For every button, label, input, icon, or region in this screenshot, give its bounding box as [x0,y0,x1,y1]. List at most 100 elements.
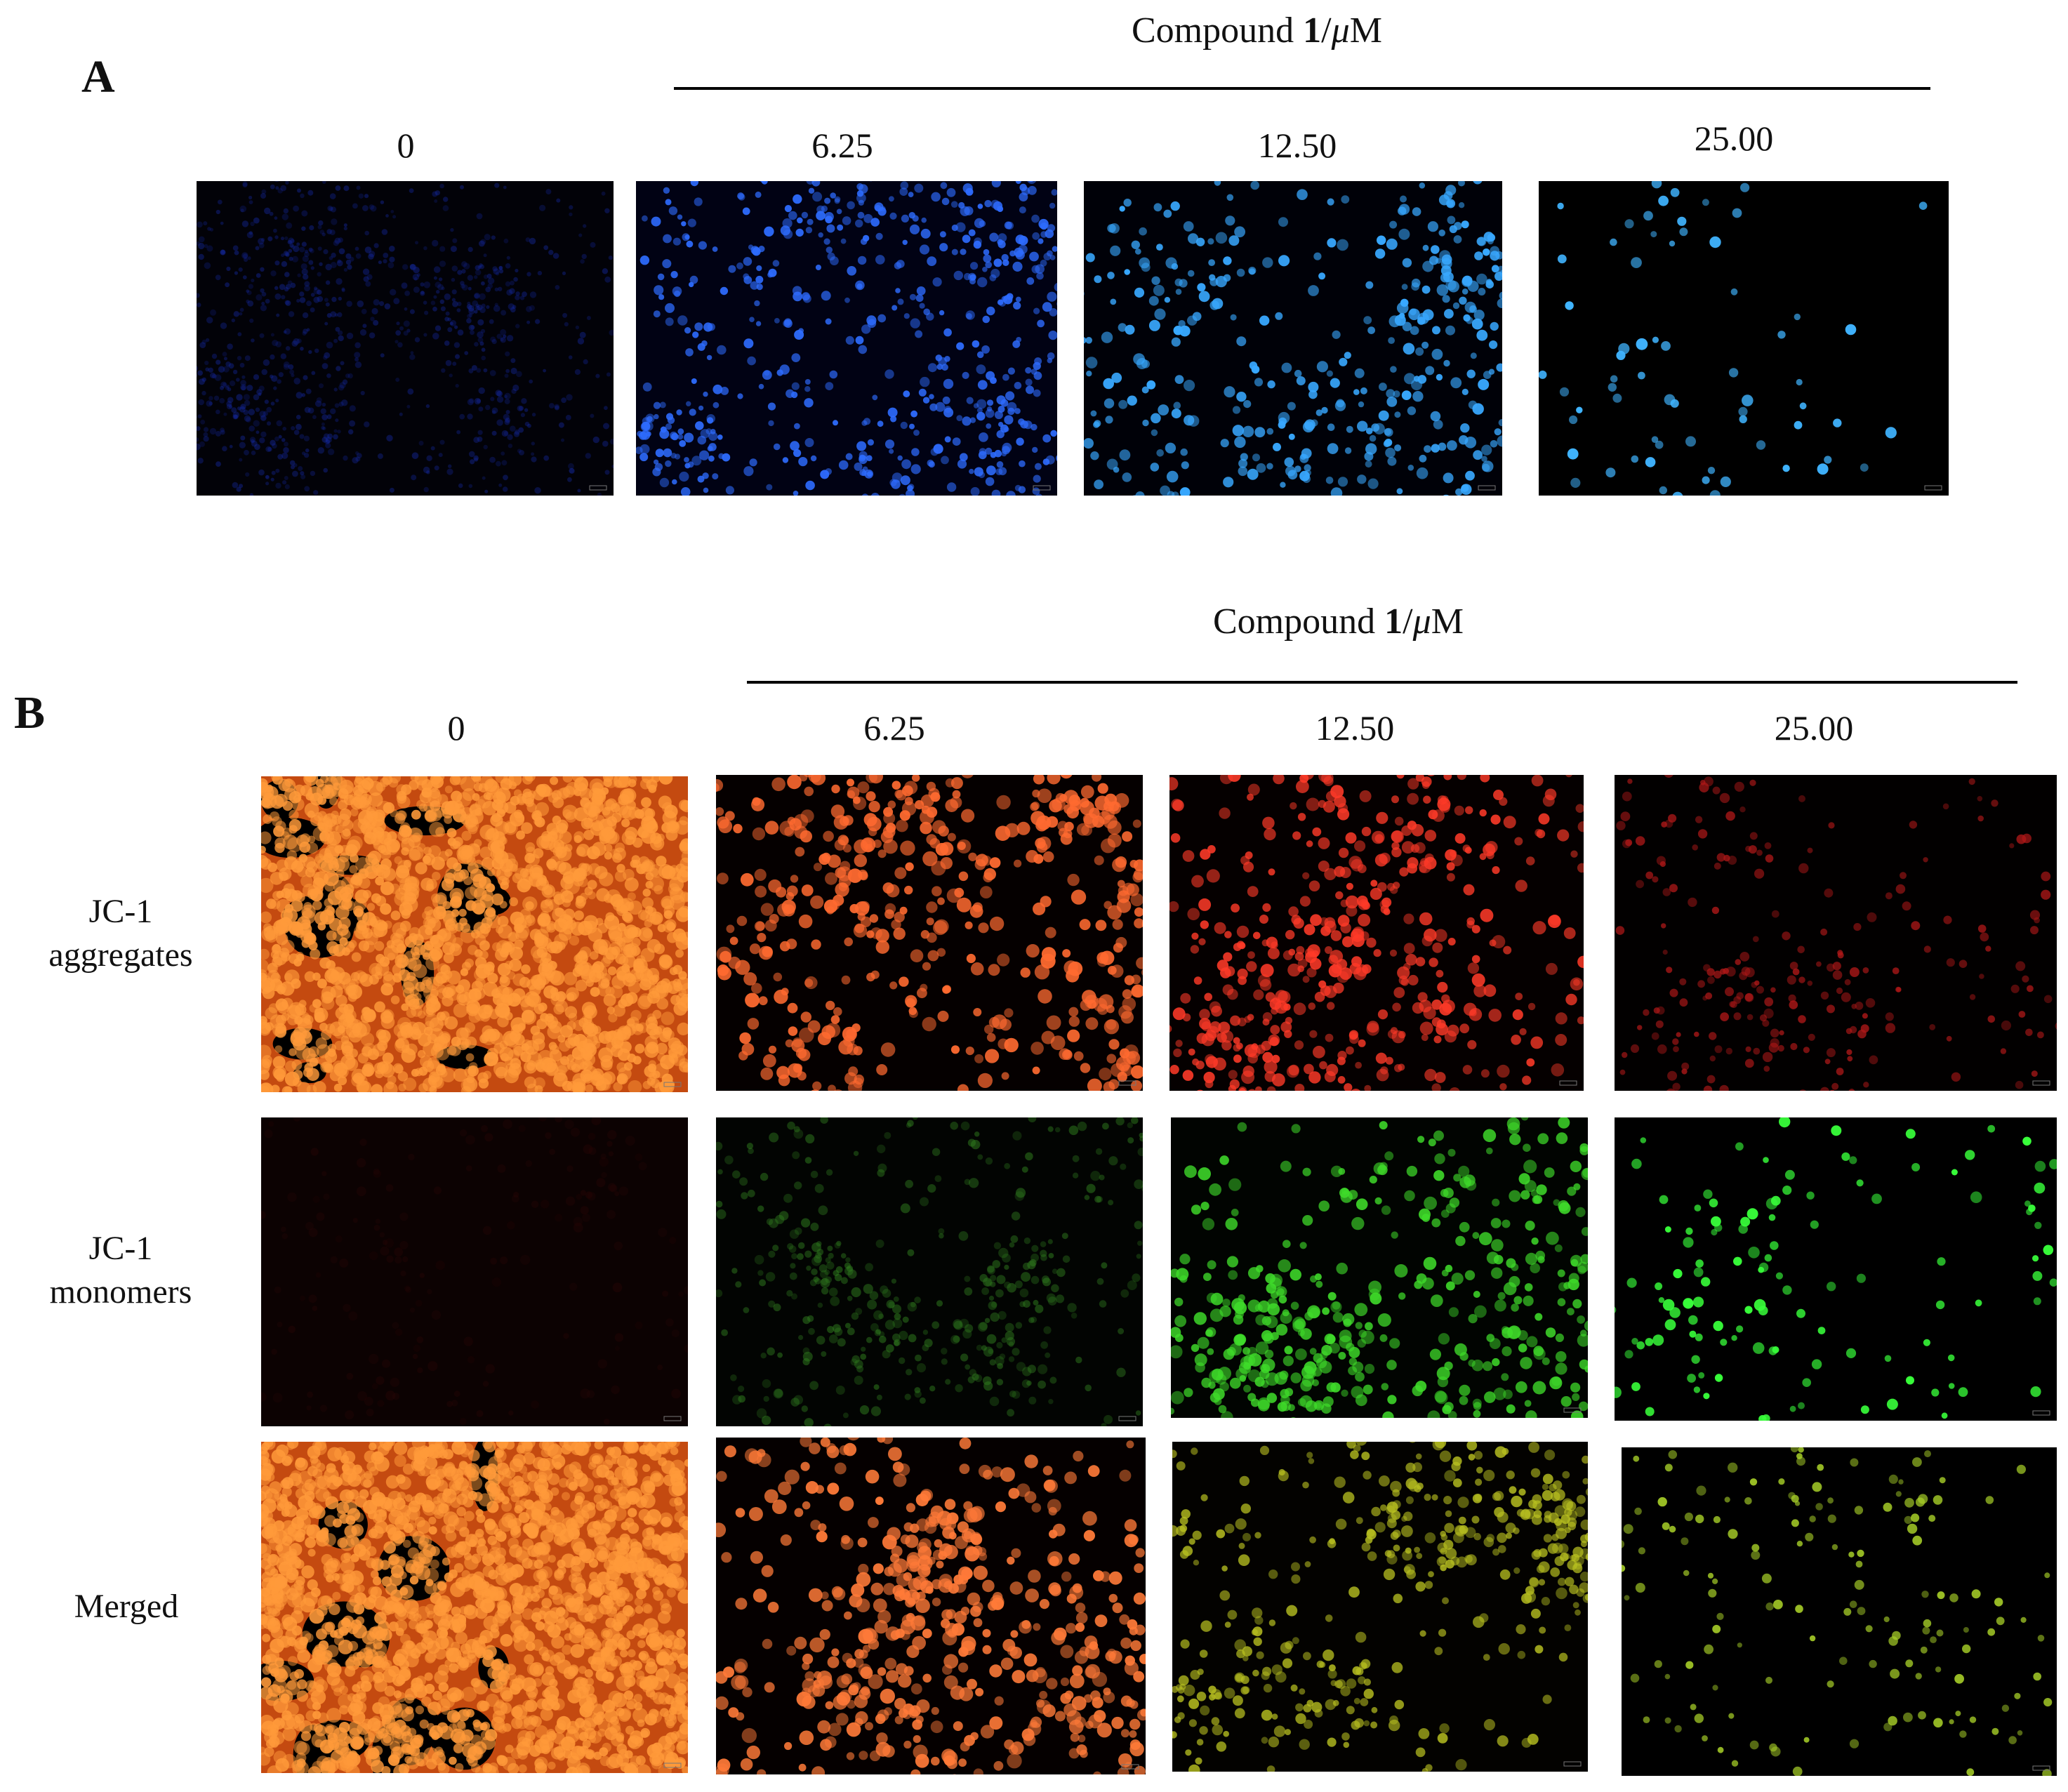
cell-mark [1519,1028,1527,1035]
cell-mark [492,266,498,272]
cell-mark [506,289,513,296]
cell-mark [275,482,281,489]
cell-mark [401,825,412,837]
cell-mark [397,342,403,348]
cell-mark [548,1042,557,1050]
cell-mark [216,461,221,467]
cell-mark [754,921,765,931]
cell-mark [870,970,880,979]
cell-mark [1443,472,1454,484]
cell-mark [742,207,750,215]
cell-mark [618,776,631,788]
cell-mark [504,373,509,378]
cell-mark [331,218,338,225]
cell-mark [1228,775,1241,782]
cell-mark [568,1012,578,1022]
cell-mark [334,403,340,408]
cell-mark [1531,775,1544,787]
cell-mark [451,265,458,272]
cell-mark [284,476,289,480]
cell-mark [299,246,305,253]
cell-mark [539,204,546,211]
cell-mark [768,879,782,893]
cell-mark [656,997,669,1010]
cell-mark [986,399,994,406]
cell-mark [528,790,536,799]
cell-mark [1214,181,1221,186]
cell-mark [1651,436,1659,443]
cell-mark [510,358,516,364]
cell-mark [740,872,754,887]
cell-mark [1454,833,1466,844]
cell-mark [1270,1025,1280,1035]
cell-mark [301,226,306,231]
cell-mark [270,477,274,482]
cell-mark [1215,232,1228,244]
cell-mark [275,1023,286,1034]
cell-mark [379,301,385,306]
cell-mark [1478,288,1486,296]
cell-mark [451,277,456,282]
cell-mark [499,976,510,987]
cell-mark [280,185,286,192]
cell-mark [290,282,296,288]
cell-mark [259,333,265,338]
cell-mark [448,464,452,468]
cell-mark [569,467,574,474]
cell-mark [1067,1029,1080,1042]
cell-mark [1062,1049,1073,1061]
cell-mark [300,193,305,199]
cell-mark [764,226,774,237]
cell-mark [526,305,532,312]
cell-mark [1702,476,1710,484]
cell-mark [284,328,291,335]
cell-mark [493,268,500,275]
cell-mark [951,224,958,232]
cell-mark [1421,1034,1429,1042]
cell-mark [277,188,283,194]
cell-mark [1046,816,1059,828]
cell-mark [1419,1021,1433,1035]
cell-mark [1432,942,1443,953]
panel-b-conc-2: 12.50 [1315,708,1395,748]
cell-mark [1314,991,1325,1002]
cell-mark [1223,256,1232,265]
cell-mark [1192,1058,1200,1066]
cell-mark [720,286,729,296]
cell-mark [474,397,482,405]
cell-mark [1030,1042,1044,1055]
cell-mark [357,971,369,983]
cell-mark [1116,898,1132,913]
cell-mark [223,412,227,416]
cell-mark [285,1061,297,1073]
cell-mark [1097,956,1108,967]
cell-mark [1381,897,1392,908]
cell-mark [1744,993,1754,1002]
cell-mark [745,993,760,1008]
cell-mark [314,400,322,407]
cell-mark [854,462,863,471]
cell-mark [1294,465,1301,472]
cell-mark [259,437,265,444]
cell-mark [1284,457,1294,467]
cell-mark [908,192,914,197]
cell-mark [284,236,289,240]
cell-mark [220,249,225,255]
cell-mark [1056,455,1057,462]
cell-mark [534,1059,545,1070]
cell-mark [490,336,496,343]
cell-mark [712,401,720,409]
cell-mark [1403,962,1411,971]
cell-mark [654,285,664,296]
cell-mark [344,983,358,997]
cell-mark [1248,1089,1256,1091]
cell-mark [677,428,684,435]
cell-mark [1497,298,1502,308]
cell-mark [478,406,484,412]
cell-mark [395,810,406,821]
cell-mark [304,251,310,258]
cell-mark [909,423,915,430]
cell-mark [1472,403,1484,415]
cell-mark [1020,967,1030,978]
cell-mark [204,262,211,270]
